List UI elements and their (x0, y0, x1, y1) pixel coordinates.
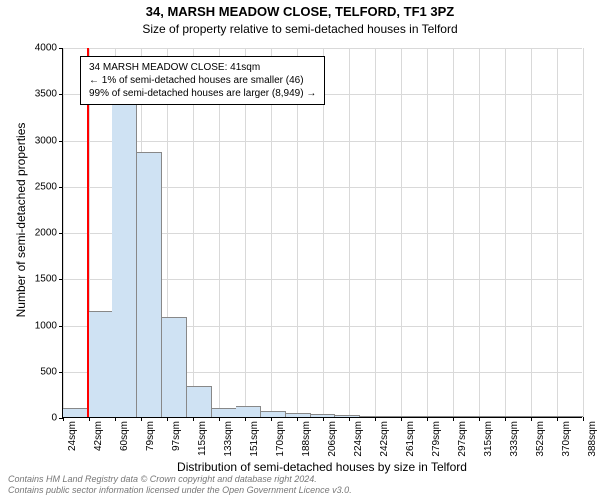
x-axis-label: Distribution of semi-detached houses by … (62, 460, 582, 474)
gridline-v (583, 48, 584, 417)
x-tick-mark (531, 417, 532, 421)
x-tick-label: 188sqm (301, 417, 312, 457)
x-tick-label: 24sqm (67, 417, 78, 451)
x-tick-label: 297sqm (457, 417, 468, 457)
histogram-bar (410, 416, 435, 417)
gridline-v (375, 48, 376, 417)
legend-line-3: 99% of semi-detached houses are larger (… (89, 87, 316, 100)
x-tick-mark (193, 417, 194, 421)
histogram-bar (261, 411, 286, 417)
histogram-bar (187, 386, 212, 417)
x-tick-label: 115sqm (197, 417, 208, 456)
x-tick-mark (271, 417, 272, 421)
x-tick-label: 60sqm (119, 417, 130, 451)
x-tick-mark (219, 417, 220, 421)
x-tick-mark (557, 417, 558, 421)
gridline-v (557, 48, 558, 417)
histogram-bar (534, 416, 559, 417)
histogram-bar (484, 416, 509, 417)
x-tick-label: 170sqm (275, 417, 286, 457)
gridline-v (401, 48, 402, 417)
gridline-v (63, 48, 64, 417)
gridline-v (453, 48, 454, 417)
x-tick-mark (323, 417, 324, 421)
histogram-bar (236, 406, 261, 417)
x-tick-label: 333sqm (509, 417, 520, 457)
x-tick-label: 242sqm (379, 417, 390, 457)
x-tick-label: 151sqm (249, 417, 260, 457)
x-tick-label: 370sqm (561, 417, 572, 457)
x-tick-mark (297, 417, 298, 421)
x-tick-label: 206sqm (327, 417, 338, 457)
x-tick-label: 352sqm (535, 417, 546, 457)
histogram-bar (137, 152, 162, 417)
x-tick-mark (141, 417, 142, 421)
histogram-bar (360, 416, 385, 417)
histogram-bar (88, 311, 113, 417)
footer: Contains HM Land Registry data © Crown c… (8, 474, 352, 496)
x-tick-mark (453, 417, 454, 421)
legend-line-1: 34 MARSH MEADOW CLOSE: 41sqm (89, 61, 316, 74)
histogram-bar (286, 413, 311, 417)
histogram-bar (459, 416, 484, 417)
x-tick-mark (245, 417, 246, 421)
x-tick-mark (63, 417, 64, 421)
gridline-v (479, 48, 480, 417)
x-tick-label: 279sqm (431, 417, 442, 457)
x-tick-mark (505, 417, 506, 421)
x-tick-label: 79sqm (145, 417, 156, 451)
x-tick-label: 42sqm (93, 417, 104, 451)
y-axis-label: Number of semi-detached properties (14, 40, 28, 400)
x-tick-mark (479, 417, 480, 421)
x-tick-label: 224sqm (353, 417, 364, 457)
gridline-v (531, 48, 532, 417)
chart-container: 34, MARSH MEADOW CLOSE, TELFORD, TF1 3PZ… (0, 0, 600, 500)
histogram-bar (112, 98, 137, 417)
x-tick-mark (115, 417, 116, 421)
footer-line-2: Contains public sector information licen… (8, 485, 352, 496)
legend-box: 34 MARSH MEADOW CLOSE: 41sqm ← 1% of sem… (80, 56, 325, 105)
chart-title: 34, MARSH MEADOW CLOSE, TELFORD, TF1 3PZ (0, 4, 600, 19)
footer-line-1: Contains HM Land Registry data © Crown c… (8, 474, 352, 485)
histogram-bar (162, 317, 187, 417)
histogram-bar (385, 416, 410, 417)
x-tick-label: 97sqm (171, 417, 182, 451)
x-tick-mark (375, 417, 376, 421)
x-tick-label: 315sqm (483, 417, 494, 457)
histogram-bar (558, 416, 583, 417)
x-tick-mark (427, 417, 428, 421)
x-tick-label: 388sqm (587, 417, 598, 457)
x-tick-label: 261sqm (405, 417, 416, 457)
gridline-v (349, 48, 350, 417)
histogram-bar (63, 408, 88, 417)
gridline-v (427, 48, 428, 417)
x-tick-mark (401, 417, 402, 421)
chart-subtitle: Size of property relative to semi-detach… (0, 22, 600, 36)
histogram-bar (335, 415, 360, 417)
x-tick-mark (583, 417, 584, 421)
histogram-bar (212, 408, 237, 417)
x-tick-label: 133sqm (223, 417, 234, 457)
histogram-bar (509, 416, 534, 417)
x-tick-mark (349, 417, 350, 421)
gridline-v (505, 48, 506, 417)
histogram-bar (311, 414, 336, 417)
histogram-bar (434, 416, 459, 417)
legend-line-2: ← 1% of semi-detached houses are smaller… (89, 74, 316, 87)
x-tick-mark (167, 417, 168, 421)
x-tick-mark (89, 417, 90, 421)
